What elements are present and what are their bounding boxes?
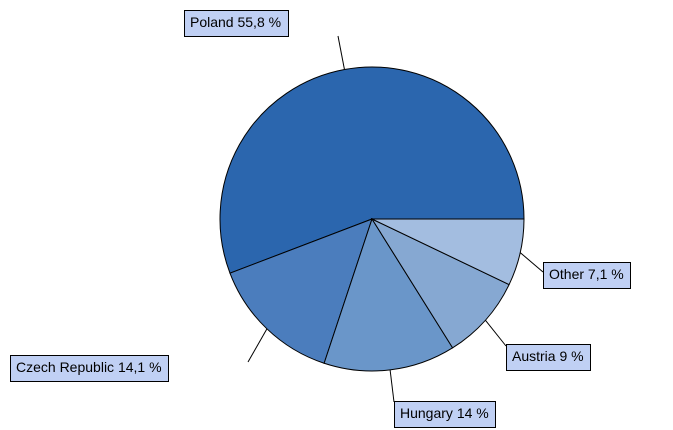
value-label: 9 % [559,348,583,364]
slices [219,66,525,372]
slice-label: Other 7,1 % [543,262,631,289]
slice-label: Austria 9 % [506,344,591,371]
slice-label: Hungary 14 % [394,401,496,428]
label-box [10,355,169,382]
value-label: 14,1 % [118,359,162,375]
pie-slice [370,217,510,349]
pie-slice [323,217,454,372]
category-name: Poland [190,14,234,30]
label-text: Poland 55,8 % [190,14,281,30]
category-name: Other [549,266,584,282]
label-text: Czech Republic 14,1 % [16,359,162,375]
leader-line [484,319,507,347]
category-name: Austria [512,348,556,364]
pie-slice [371,218,525,286]
category-name: Czech Republic [16,359,114,375]
label-text: Austria 9 % [512,348,584,364]
leader-lines [247,35,544,403]
labels: Poland 55,8 % Czech Republic 14,1 % Hungar… [10,10,631,428]
label-text: Hungary 14 % [400,405,489,421]
leader-line [337,35,345,70]
leader-line [389,369,395,403]
slice-label: Poland 55,8 % [184,10,289,37]
label-text: Other 7,1 % [549,266,624,282]
slice-label: Czech Republic 14,1 % [10,355,169,382]
value-label: 55,8 % [237,14,281,30]
pie-slice [229,218,373,364]
label-box [184,10,289,37]
label-box [506,344,591,371]
pie-slice [219,66,525,274]
label-box [543,262,631,289]
value-label: 14 % [457,405,489,421]
category-name: Hungary [400,405,453,421]
value-label: 7,1 % [588,266,624,282]
leader-line [247,328,268,363]
label-box [394,401,496,428]
leader-line [519,252,544,273]
